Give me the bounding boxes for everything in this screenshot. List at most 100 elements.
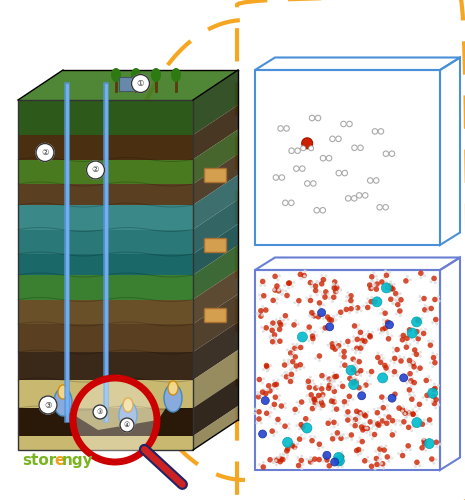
Circle shape — [359, 338, 365, 344]
Circle shape — [379, 394, 385, 400]
Circle shape — [306, 384, 312, 390]
Circle shape — [388, 364, 391, 367]
Circle shape — [372, 271, 375, 274]
Circle shape — [286, 280, 292, 286]
Circle shape — [351, 348, 354, 351]
Circle shape — [376, 278, 379, 281]
Circle shape — [317, 396, 320, 398]
Circle shape — [300, 422, 303, 424]
Circle shape — [280, 374, 284, 377]
Circle shape — [274, 283, 280, 289]
Circle shape — [332, 405, 334, 408]
Circle shape — [423, 274, 426, 277]
Circle shape — [380, 326, 385, 332]
Circle shape — [272, 274, 278, 279]
Circle shape — [374, 462, 380, 467]
Circle shape — [424, 328, 427, 331]
Circle shape — [312, 382, 316, 386]
Circle shape — [321, 277, 326, 282]
Circle shape — [278, 398, 280, 402]
Circle shape — [405, 330, 408, 334]
Circle shape — [297, 410, 300, 414]
Circle shape — [349, 424, 352, 426]
Circle shape — [330, 344, 335, 350]
FancyBboxPatch shape — [205, 168, 226, 182]
Circle shape — [357, 192, 362, 198]
Circle shape — [417, 402, 422, 407]
Circle shape — [421, 296, 427, 302]
Circle shape — [272, 394, 278, 400]
Polygon shape — [18, 408, 193, 436]
Circle shape — [292, 342, 294, 345]
Circle shape — [379, 312, 382, 315]
Circle shape — [425, 422, 429, 425]
Circle shape — [276, 320, 279, 324]
Circle shape — [382, 310, 388, 316]
Circle shape — [368, 286, 374, 292]
Circle shape — [275, 284, 279, 288]
Circle shape — [282, 288, 285, 292]
Ellipse shape — [168, 381, 178, 395]
Circle shape — [382, 284, 385, 288]
Polygon shape — [193, 130, 238, 184]
Circle shape — [418, 464, 421, 468]
Circle shape — [418, 270, 424, 276]
Circle shape — [359, 343, 362, 346]
Circle shape — [389, 151, 395, 156]
Circle shape — [332, 286, 337, 291]
Ellipse shape — [131, 68, 141, 82]
Circle shape — [327, 292, 330, 296]
Circle shape — [298, 362, 303, 368]
Circle shape — [257, 312, 259, 316]
Circle shape — [278, 456, 284, 462]
Circle shape — [293, 412, 296, 416]
Circle shape — [322, 294, 328, 300]
Circle shape — [353, 360, 356, 362]
Circle shape — [356, 415, 359, 418]
Circle shape — [410, 430, 413, 432]
Circle shape — [381, 423, 384, 426]
Circle shape — [310, 286, 312, 288]
Circle shape — [372, 297, 382, 307]
Circle shape — [359, 310, 363, 312]
Circle shape — [311, 180, 316, 186]
Polygon shape — [18, 160, 193, 184]
Polygon shape — [18, 205, 193, 230]
Polygon shape — [18, 70, 238, 100]
Circle shape — [291, 367, 294, 370]
Circle shape — [332, 316, 335, 319]
Circle shape — [412, 347, 418, 353]
Circle shape — [353, 378, 359, 384]
Circle shape — [359, 374, 362, 377]
Circle shape — [294, 319, 297, 322]
Circle shape — [345, 296, 348, 298]
Circle shape — [377, 352, 379, 354]
Circle shape — [384, 270, 387, 272]
Circle shape — [308, 314, 311, 317]
Circle shape — [335, 436, 339, 439]
Circle shape — [425, 444, 427, 446]
Circle shape — [403, 412, 406, 415]
Circle shape — [378, 466, 381, 468]
Circle shape — [270, 320, 276, 326]
Circle shape — [418, 334, 421, 337]
Circle shape — [383, 414, 386, 417]
Polygon shape — [18, 436, 193, 450]
Circle shape — [416, 352, 418, 356]
Circle shape — [319, 281, 325, 286]
Circle shape — [354, 408, 359, 414]
Circle shape — [316, 386, 319, 388]
Circle shape — [295, 148, 300, 154]
Circle shape — [389, 280, 392, 283]
Circle shape — [272, 383, 274, 386]
Circle shape — [262, 377, 265, 380]
Circle shape — [404, 416, 407, 419]
Circle shape — [387, 286, 390, 289]
Polygon shape — [18, 408, 193, 436]
Circle shape — [274, 422, 278, 425]
Polygon shape — [18, 135, 193, 160]
Circle shape — [432, 400, 437, 406]
Circle shape — [336, 286, 339, 289]
Circle shape — [350, 356, 356, 362]
Circle shape — [422, 307, 428, 312]
